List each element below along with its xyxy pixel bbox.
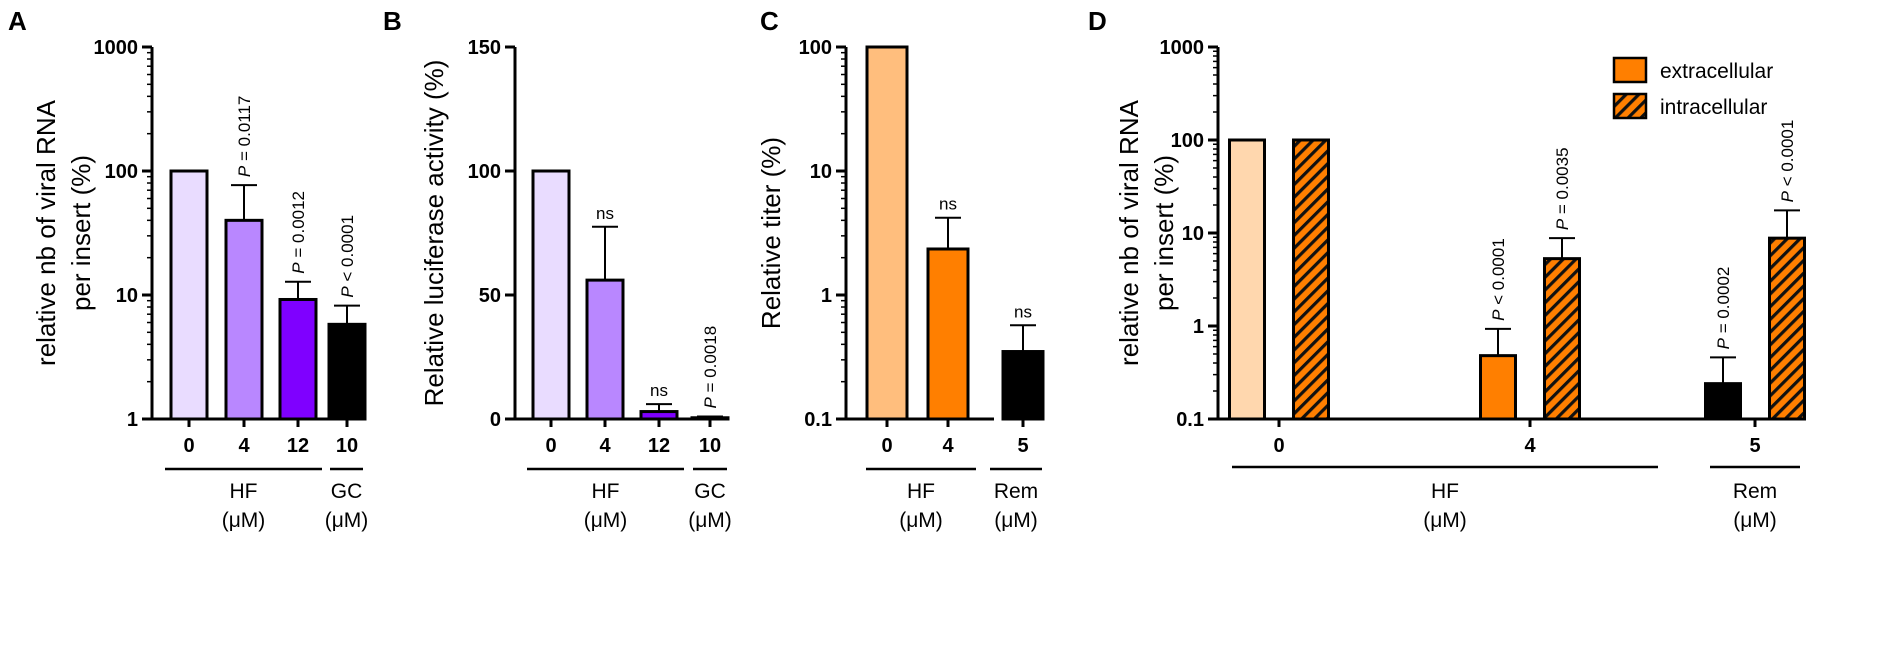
- group-label-B-1: GC: [694, 480, 726, 503]
- y-axis-label-D-1: per insert (%): [1149, 155, 1179, 311]
- y-tick-label-B-3: 150: [468, 37, 501, 59]
- group-label-C-0: HF: [907, 480, 935, 503]
- y-tick-label-D-0: 0.1: [1176, 409, 1204, 431]
- x-tick-label-B-1: 4: [599, 435, 611, 457]
- bar-B-2-annotation: ns: [650, 381, 668, 400]
- bar-D-1-0: [1292, 138, 1330, 421]
- x-tick-label-C-0: 0: [881, 435, 892, 457]
- bar-B-3-p-value: P = 0.0018: [701, 326, 720, 409]
- panel-D: D 0.1 1 10 100 1000 relative nb of viral RNA pe…: [1088, 6, 1806, 532]
- x-tick-label-D-2: 5: [1749, 435, 1760, 457]
- legend-label-1: intracellular: [1660, 96, 1767, 119]
- bar-C-1: [926, 247, 970, 421]
- panel-label-A: A: [8, 6, 27, 36]
- x-tick-label-A-3: 10: [336, 435, 358, 457]
- bar-D-0-2-p-value: P = 0.0002: [1714, 267, 1733, 350]
- bar-B-0: [531, 169, 571, 421]
- x-tick-label-D-1: 4: [1524, 435, 1536, 457]
- bar-D-1-1-p-value: P = 0.0035: [1553, 147, 1572, 230]
- y-tick-label-D-2: 10: [1182, 223, 1204, 245]
- bar-D-0-0: [1228, 138, 1266, 421]
- legend-swatch-1: [1612, 92, 1648, 120]
- legend-label-0: extracellular: [1660, 60, 1773, 83]
- panel-label-D: D: [1088, 6, 1107, 36]
- bar-D-1-2: [1768, 236, 1806, 421]
- y-tick-label-A-1: 10: [116, 285, 138, 307]
- y-tick-label-D-3: 100: [1171, 130, 1204, 152]
- group-unit-B-0: (μM): [584, 509, 628, 532]
- y-tick-label-C-0: 0.1: [804, 409, 832, 431]
- x-tick-label-C-1: 4: [942, 435, 954, 457]
- group-unit-D-1: (μM): [1733, 509, 1777, 532]
- y-axis-label-B-0: Relative luciferase activity (%): [419, 60, 449, 407]
- bar-D-0-2: [1704, 382, 1742, 421]
- bar-C-0: [865, 45, 909, 421]
- bar-A-2: [278, 297, 318, 421]
- group-label-D-0: HF: [1431, 480, 1459, 503]
- bar-A-3-p-value: P < 0.0001: [338, 215, 357, 298]
- bar-A-1-p-value: P = 0.0117: [235, 96, 254, 177]
- group-unit-A-1: (μM): [325, 509, 369, 532]
- bar-C-1-annotation: ns: [939, 195, 957, 214]
- y-axis-label-D-0: relative nb of viral RNA: [1114, 99, 1144, 366]
- y-tick-label-B-0: 0: [490, 409, 501, 431]
- y-tick-label-D-4: 1000: [1160, 37, 1205, 59]
- y-axis-label-A-0: relative nb of viral RNA: [31, 99, 61, 366]
- group-label-D-1: Rem: [1733, 480, 1777, 503]
- group-label-A-0: HF: [230, 480, 258, 503]
- y-tick-label-A-0: 1: [127, 409, 138, 431]
- x-tick-label-A-1: 4: [238, 435, 250, 457]
- bar-D-1-2-p-value: P < 0.0001: [1778, 120, 1797, 203]
- panel-label-B: B: [383, 6, 402, 36]
- bar-A-1: [224, 218, 264, 421]
- x-tick-label-A-2: 12: [287, 435, 309, 457]
- y-tick-label-B-1: 50: [479, 285, 501, 307]
- group-label-B-0: HF: [592, 480, 620, 503]
- group-unit-A-0: (μM): [222, 509, 266, 532]
- bar-C-2-annotation: ns: [1014, 302, 1032, 321]
- group-unit-B-1: (μM): [688, 509, 732, 532]
- bar-B-1: [585, 278, 625, 421]
- group-label-A-1: GC: [331, 480, 363, 503]
- bar-B-2: [639, 410, 679, 421]
- y-tick-label-C-1: 1: [821, 285, 832, 307]
- y-tick-label-A-3: 1000: [94, 37, 139, 59]
- x-tick-label-B-0: 0: [545, 435, 556, 457]
- group-unit-C-0: (μM): [899, 509, 943, 532]
- y-axis-label-C-0: Relative titer (%): [756, 137, 786, 329]
- x-tick-label-B-2: 12: [648, 435, 670, 457]
- bar-A-0: [169, 169, 209, 421]
- y-tick-label-C-2: 10: [810, 161, 832, 183]
- panel-C: C 0.1 1 10 100 Relative titer (%) 0 4 5 HF (μM) Rem…: [756, 6, 1045, 532]
- bar-D-0-1-p-value: P < 0.0001: [1489, 238, 1508, 321]
- legend-swatch-0: [1612, 56, 1648, 84]
- y-axis-label-A-1: per insert (%): [66, 155, 96, 311]
- bar-D-1-1: [1543, 257, 1581, 421]
- bar-A-2-p-value: P = 0.0012: [289, 191, 308, 274]
- x-tick-label-C-2: 5: [1017, 435, 1028, 457]
- y-tick-label-C-3: 100: [799, 37, 832, 59]
- y-tick-label-B-2: 100: [468, 161, 501, 183]
- bar-D-0-1: [1479, 354, 1517, 421]
- group-label-C-1: Rem: [994, 480, 1038, 503]
- y-tick-label-D-1: 1: [1193, 316, 1204, 338]
- group-unit-D-0: (μM): [1423, 509, 1467, 532]
- bar-B-3: [690, 416, 730, 421]
- panel-label-C: C: [760, 6, 779, 36]
- y-tick-label-A-2: 100: [105, 161, 138, 183]
- x-tick-label-B-3: 10: [699, 435, 721, 457]
- group-unit-C-1: (μM): [994, 509, 1038, 532]
- bar-B-1-annotation: ns: [596, 204, 614, 223]
- x-tick-label-A-0: 0: [183, 435, 194, 457]
- legend: extracellular intracellular: [1612, 56, 1773, 120]
- bar-C-2: [1001, 350, 1045, 421]
- bar-A-3: [327, 322, 367, 421]
- x-tick-label-D-0: 0: [1273, 435, 1284, 457]
